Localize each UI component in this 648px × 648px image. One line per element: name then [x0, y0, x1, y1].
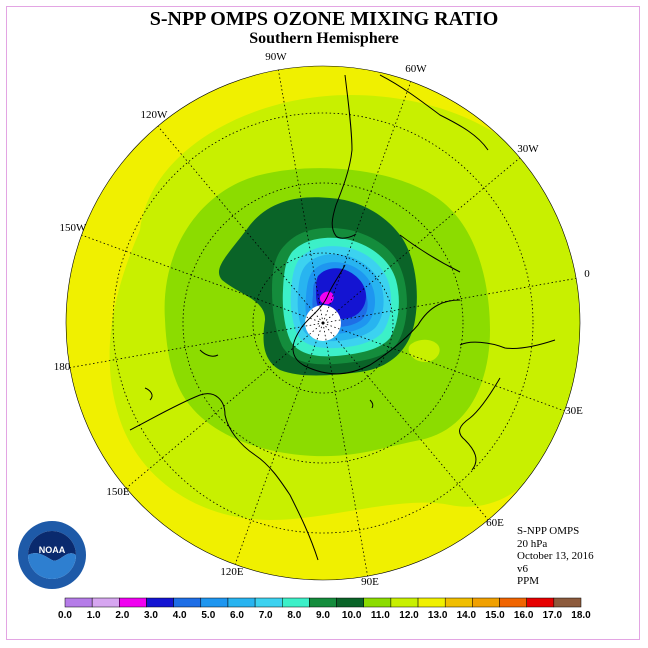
- meridian-line: [322, 157, 521, 324]
- longitude-label: 90E: [361, 576, 379, 588]
- longitude-label: 90W: [265, 51, 287, 63]
- longitude-labels: 90W 60W 30W 0 30E 60E 90E 120E 150E 180 150W 120W: [54, 51, 591, 588]
- coastlines: [129, 74, 556, 561]
- noaa-logo: NOAA: [18, 521, 86, 589]
- meridian-line: [322, 277, 577, 324]
- meridian-line: [322, 322, 369, 577]
- longitude-label: 180: [54, 361, 71, 373]
- longitude-label: 60E: [486, 517, 504, 529]
- meridian-line: [322, 322, 489, 521]
- meridian-line: [125, 322, 324, 489]
- map-frame: [6, 6, 640, 640]
- meridian-line: [81, 234, 324, 324]
- longitude-label: 150W: [60, 222, 88, 234]
- map-subtitle: Southern Hemisphere: [249, 30, 399, 47]
- version-label: v6: [517, 562, 528, 575]
- logo-text: NOAA: [39, 545, 66, 555]
- meridian-line: [69, 322, 324, 369]
- map-title: S-NPP OMPS OZONE MIXING RATIO: [149, 8, 499, 30]
- contour-12ppm-patch: [408, 339, 440, 362]
- meridian-line: [157, 125, 324, 324]
- longitude-label: 0: [584, 268, 590, 280]
- instrument-label: S-NPP OMPS: [517, 525, 580, 537]
- longitude-label: 30W: [517, 143, 539, 155]
- map-boundary: [65, 65, 581, 581]
- pressure-level: 20 hPa: [517, 537, 548, 550]
- graticule: [69, 69, 577, 577]
- meridian-line: [234, 322, 324, 565]
- units-label: PPM: [517, 575, 540, 587]
- meridian-line: [322, 81, 412, 324]
- ozone-contours: [66, 66, 580, 580]
- meridian-line: [277, 69, 324, 324]
- date-label: October 13, 2016: [517, 550, 594, 562]
- longitude-label: 120W: [141, 109, 169, 121]
- info-block: S-NPP OMPS 20 hPa October 13, 2016 v6 PP…: [517, 525, 594, 588]
- meridian-line: [322, 322, 565, 412]
- longitude-label: 30E: [565, 405, 583, 417]
- longitude-label: 60W: [405, 63, 427, 75]
- longitude-label: 150E: [106, 486, 130, 498]
- longitude-label: 120E: [220, 566, 244, 578]
